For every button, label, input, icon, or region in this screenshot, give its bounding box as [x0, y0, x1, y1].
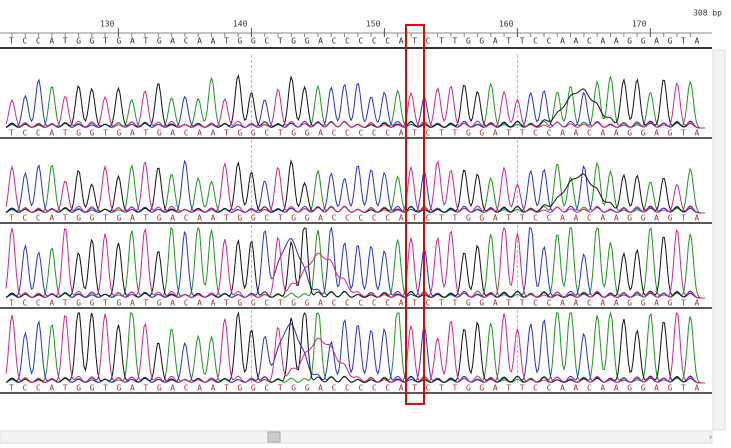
ruler-number: 130 — [100, 20, 115, 29]
ruler-number: 170 — [632, 20, 647, 29]
peak-trace — [5, 311, 705, 384]
highlight-box — [405, 24, 425, 405]
peak-trace — [5, 82, 705, 129]
ruler-number: 140 — [233, 20, 248, 29]
scroll-thumb[interactable] — [267, 431, 281, 443]
scroll-arrow[interactable]: › — [708, 433, 713, 442]
vertical-scrollbar[interactable] — [712, 49, 726, 431]
peak-trace — [5, 226, 705, 299]
length-label: 308 bp — [693, 9, 722, 18]
horizontal-scrollbar[interactable] — [0, 430, 713, 444]
ruler-number: 150 — [366, 20, 381, 29]
ruler-number: 160 — [499, 20, 514, 29]
peak-trace — [5, 159, 705, 214]
